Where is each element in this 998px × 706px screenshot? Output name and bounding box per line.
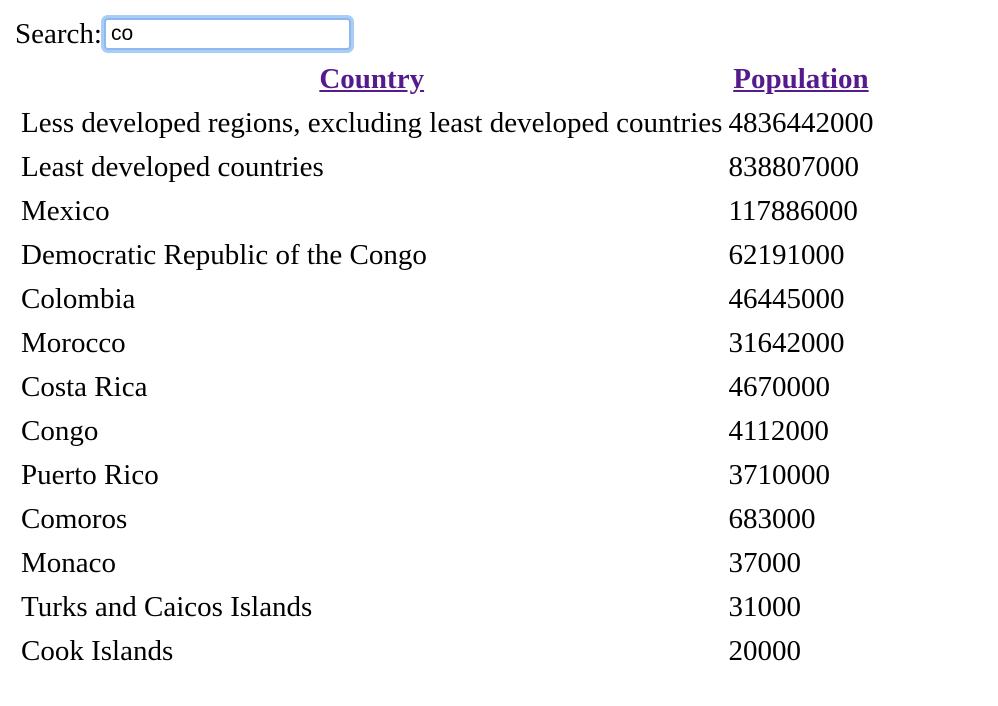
table-row: Morocco 31642000 xyxy=(19,322,875,364)
country-cell: Turks and Caicos Islands xyxy=(21,590,313,623)
table-row: Least developed countries 838807000 xyxy=(19,146,875,188)
population-cell: 3710000 xyxy=(728,458,830,491)
table-row: Cook Islands 20000 xyxy=(19,630,875,672)
country-column-header: Country xyxy=(19,58,724,100)
population-cell: 37000 xyxy=(728,546,801,579)
table-row: Less developed regions, excluding least … xyxy=(19,102,875,144)
table-header-row: Country Population xyxy=(19,58,875,100)
table-row: Congo 4112000 xyxy=(19,410,875,452)
country-cell: Less developed regions, excluding least … xyxy=(21,106,723,139)
search-bar: Search: xyxy=(15,14,351,54)
table-row: Comoros 683000 xyxy=(19,498,875,540)
population-cell: 683000 xyxy=(728,502,816,535)
country-cell: Mexico xyxy=(21,194,110,227)
table-row: Puerto Rico 3710000 xyxy=(19,454,875,496)
table-row: Democratic Republic of the Congo 62191000 xyxy=(19,234,875,276)
population-column-header: Population xyxy=(726,58,875,100)
population-table: Country Population Less developed region… xyxy=(17,56,877,674)
population-cell: 838807000 xyxy=(728,150,859,183)
population-cell: 46445000 xyxy=(728,282,845,315)
country-cell: Colombia xyxy=(21,282,136,315)
population-cell: 31642000 xyxy=(728,326,845,359)
population-cell: 4836442000 xyxy=(728,106,874,139)
search-input[interactable] xyxy=(103,18,351,50)
country-cell: Monaco xyxy=(21,546,117,579)
country-cell: Puerto Rico xyxy=(21,458,159,491)
population-cell: 4670000 xyxy=(728,370,830,403)
country-cell: Least developed countries xyxy=(21,150,324,183)
country-cell: Comoros xyxy=(21,502,128,535)
table-body: Less developed regions, excluding least … xyxy=(19,102,875,672)
population-cell: 117886000 xyxy=(728,194,858,227)
table-row: Costa Rica 4670000 xyxy=(19,366,875,408)
population-cell: 62191000 xyxy=(728,238,845,271)
country-cell: Cook Islands xyxy=(21,634,174,667)
population-cell: 4112000 xyxy=(728,414,829,447)
population-cell: 31000 xyxy=(728,590,801,623)
country-cell: Morocco xyxy=(21,326,126,359)
table-row: Mexico 117886000 xyxy=(19,190,875,232)
country-cell: Costa Rica xyxy=(21,370,148,403)
country-cell: Democratic Republic of the Congo xyxy=(21,238,427,271)
country-cell: Congo xyxy=(21,414,99,447)
table-row: Monaco 37000 xyxy=(19,542,875,584)
table-row: Turks and Caicos Islands 31000 xyxy=(19,586,875,628)
search-label: Search: xyxy=(15,18,102,50)
population-cell: 20000 xyxy=(728,634,801,667)
sort-by-country-link[interactable]: Country xyxy=(319,62,425,95)
table-row: Colombia 46445000 xyxy=(19,278,875,320)
sort-by-population-link[interactable]: Population xyxy=(733,62,869,95)
